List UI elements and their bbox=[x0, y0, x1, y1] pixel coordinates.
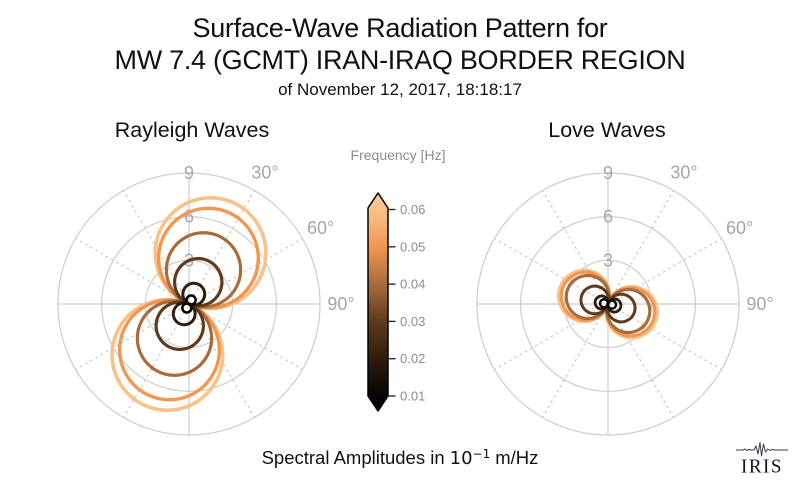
colorbar-label: Frequency [Hz] bbox=[350, 147, 446, 163]
angle-tick-label: 60° bbox=[726, 218, 753, 238]
colorbar-tick-label: 0.06 bbox=[400, 202, 425, 217]
angle-tick-label: 60° bbox=[307, 218, 334, 238]
polar-spoke-dotted bbox=[197, 308, 304, 371]
colorbar-tick-label: 0.04 bbox=[400, 277, 425, 292]
polar-spoke-dotted bbox=[193, 189, 256, 296]
angle-tick-label: 90° bbox=[327, 294, 354, 314]
rayleigh-panel-title: Rayleigh Waves bbox=[114, 118, 270, 142]
polar-spoke-dotted bbox=[541, 312, 604, 419]
iris-logo-text: IRIS bbox=[741, 455, 783, 478]
love-panel-title: Love Waves bbox=[548, 118, 666, 142]
r-tick-label: 3 bbox=[603, 250, 613, 270]
r-tick-label: 9 bbox=[603, 163, 613, 183]
polar-spoke-dotted bbox=[612, 189, 675, 296]
r-tick-label: 6 bbox=[184, 207, 194, 227]
polar-spoke-dotted bbox=[493, 237, 600, 300]
amplitude-caption: Spectral Amplitudes in 10−1 m/Hz bbox=[100, 447, 700, 469]
radiation-curve-0.04hz bbox=[564, 273, 652, 335]
seismogram-icon bbox=[736, 442, 788, 457]
colorbar-bar bbox=[367, 192, 389, 412]
r-tick-label: 6 bbox=[603, 207, 613, 227]
angle-tick-label: 30° bbox=[670, 162, 697, 182]
caption-text-after: m/Hz bbox=[495, 447, 539, 468]
polar-spoke-dotted bbox=[616, 308, 723, 371]
r-tick-label: 9 bbox=[184, 163, 194, 183]
polar-spoke-dotted bbox=[74, 308, 181, 371]
polar-spoke-dotted bbox=[612, 312, 675, 419]
colorbar-tick-label: 0.05 bbox=[400, 239, 425, 254]
polar-spoke-dotted bbox=[74, 237, 181, 300]
radiation-curve-0.01hz bbox=[598, 298, 618, 310]
radiation-curve-0.03hz bbox=[579, 284, 637, 324]
caption-text-before: Spectral Amplitudes in bbox=[261, 447, 445, 468]
polar-spoke-dotted bbox=[122, 312, 185, 419]
radiation-curve-0.01hz bbox=[181, 294, 197, 314]
colorbar-tick-label: 0.03 bbox=[400, 314, 425, 329]
love-polar-plot: 3 6 9 30° 60° 90° bbox=[476, 162, 774, 436]
frequency-colorbar: 0.06 0.05 0.04 0.03 0.02 0.01 bbox=[367, 192, 425, 412]
angle-tick-label: 30° bbox=[251, 162, 278, 182]
colorbar-tick-label: 0.01 bbox=[400, 389, 425, 404]
figure-title-line1: Surface-Wave Radiation Pattern for bbox=[192, 13, 608, 43]
figure-title-line2: MW 7.4 (GCMT) IRAN-IRAQ BORDER REGION bbox=[114, 45, 686, 75]
iris-logo: IRIS bbox=[730, 441, 794, 476]
caption-power-of-ten: 10−1 bbox=[449, 447, 491, 469]
polar-spoke-dotted bbox=[197, 237, 304, 300]
rayleigh-polar-plot: 369 30°60°90° bbox=[57, 162, 355, 436]
angle-tick-label: 90° bbox=[746, 294, 773, 314]
figure-subtitle: of November 12, 2017, 18:18:17 bbox=[278, 80, 522, 99]
polar-spoke-dotted bbox=[541, 189, 604, 296]
colorbar-tick-label: 0.02 bbox=[400, 351, 425, 366]
